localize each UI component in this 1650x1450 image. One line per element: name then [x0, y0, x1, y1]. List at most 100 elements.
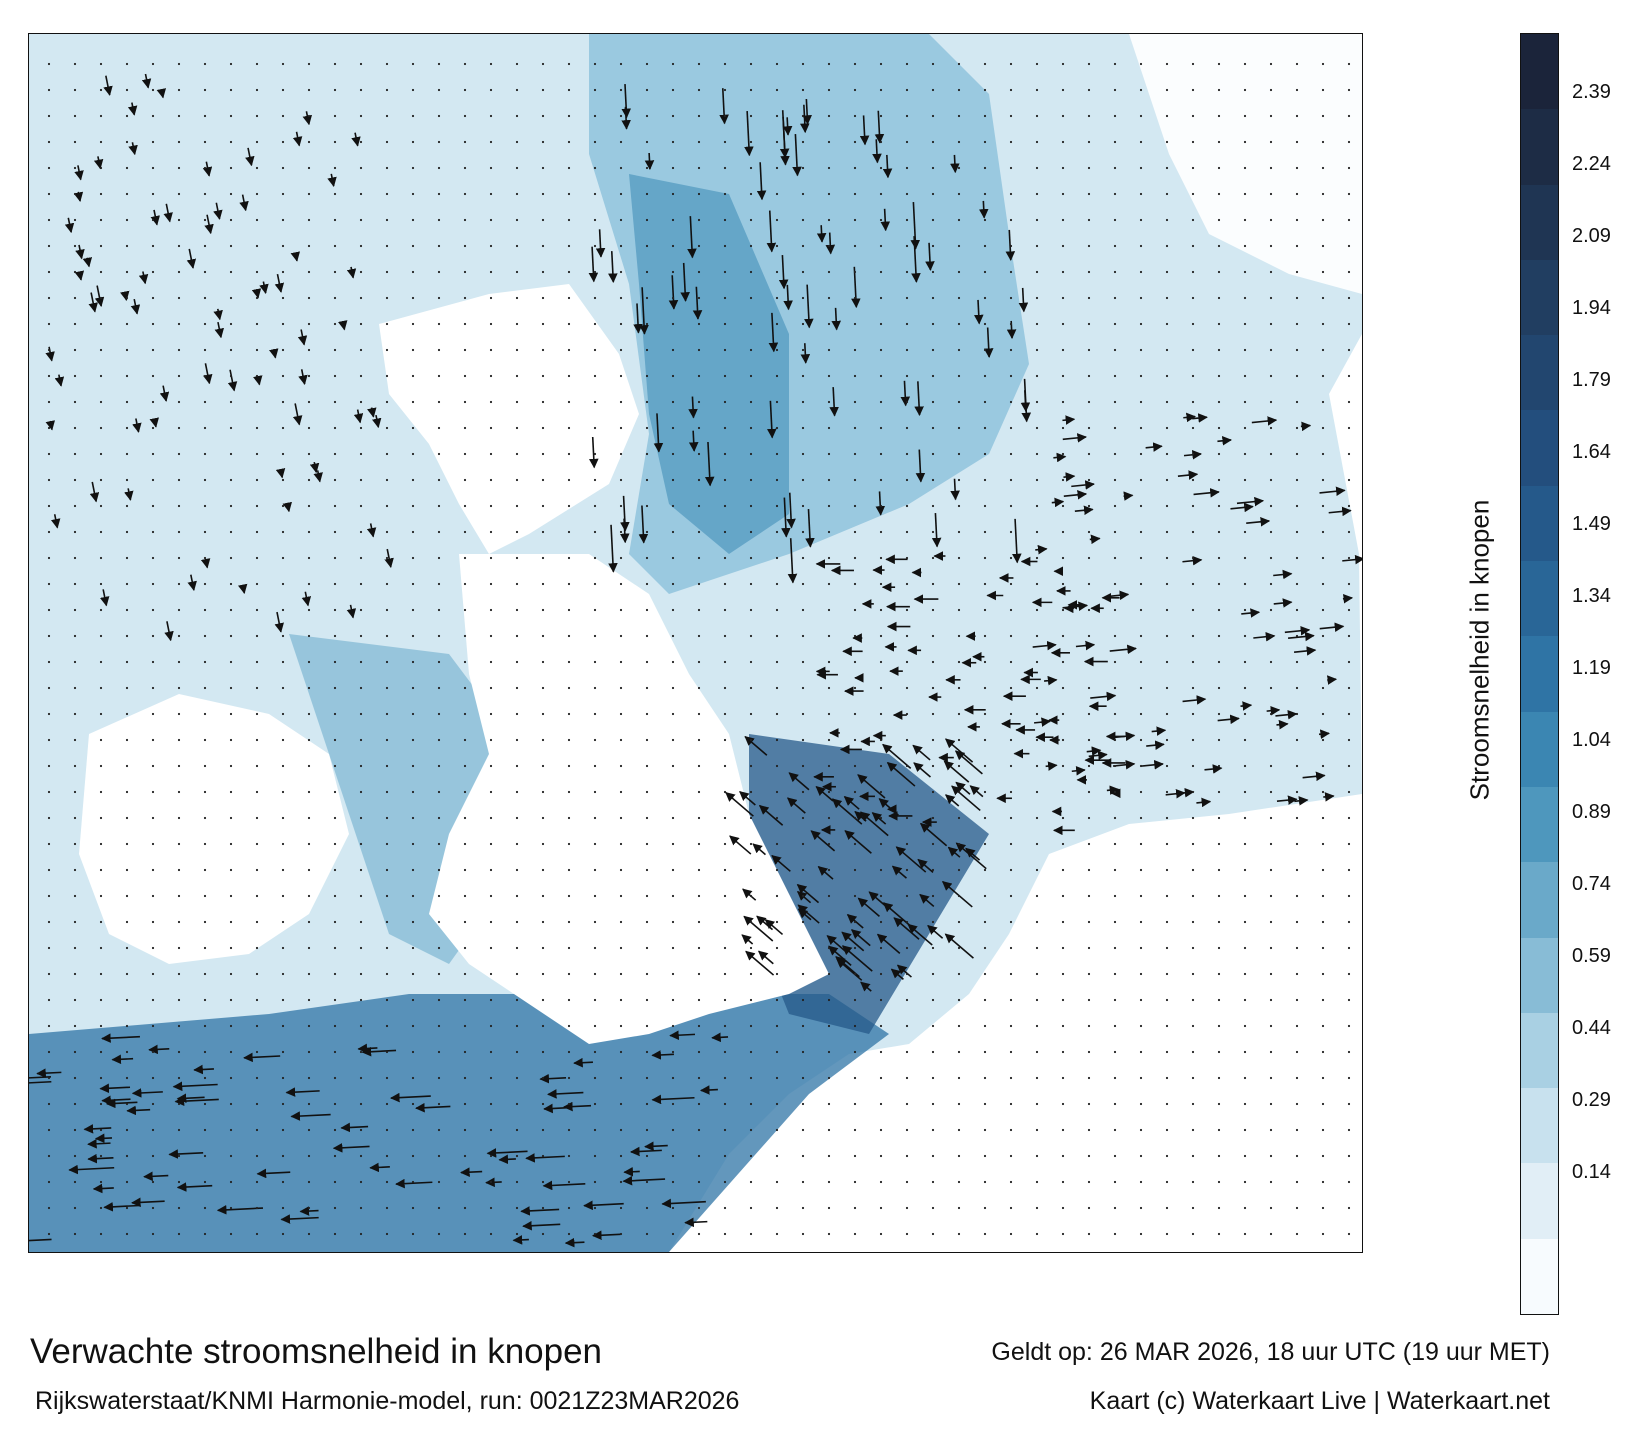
grid-dot: [931, 374, 935, 378]
current-vector: [804, 284, 814, 329]
grid-dot: [801, 452, 805, 456]
grid-dot: [645, 1102, 649, 1106]
current-speed-map[interactable]: [28, 33, 1363, 1253]
grid-dot: [801, 244, 805, 248]
grid-dot: [853, 686, 857, 690]
grid-dot: [1035, 504, 1039, 508]
grid-dot: [1009, 816, 1013, 820]
grid-dot: [697, 868, 701, 872]
current-vector: [699, 1085, 718, 1095]
grid-dot: [359, 270, 363, 274]
grid-dot: [853, 1076, 857, 1080]
grid-dot: [983, 764, 987, 768]
grid-dot: [879, 764, 883, 768]
grid-dot: [1191, 842, 1195, 846]
current-vector: [542, 1180, 586, 1191]
grid-dot: [723, 1024, 727, 1028]
grid-dot: [1295, 1232, 1299, 1236]
grid-dot: [983, 842, 987, 846]
color-band: [1521, 937, 1558, 1014]
grid-dot: [1269, 322, 1273, 326]
grid-dot: [1269, 764, 1273, 768]
grid-dot: [957, 608, 961, 612]
grid-dot: [385, 608, 389, 612]
grid-dot: [99, 1206, 103, 1210]
grid-dot: [73, 764, 77, 768]
grid-dot: [1217, 88, 1221, 92]
grid-dot: [333, 530, 337, 534]
grid-dot: [723, 452, 727, 456]
grid-dot: [1321, 634, 1325, 638]
current-vector: [245, 147, 255, 167]
grid-dot: [1113, 400, 1117, 404]
grid-dot: [541, 686, 545, 690]
grid-dot: [1139, 1050, 1143, 1054]
grid-dot: [1191, 660, 1195, 664]
grid-dot: [983, 1076, 987, 1080]
grid-dot: [827, 894, 831, 898]
grid-dot: [125, 582, 129, 586]
grid-dot: [125, 1128, 129, 1132]
grid-dot: [229, 504, 233, 508]
grid-dot: [1035, 140, 1039, 144]
current-vector: [800, 104, 810, 134]
grid-dot: [645, 972, 649, 976]
grid-dot: [1113, 868, 1117, 872]
grid-dot: [203, 868, 207, 872]
grid-dot: [99, 894, 103, 898]
grid-dot: [1217, 478, 1221, 482]
grid-dot: [645, 504, 649, 508]
grid-dot: [853, 790, 857, 794]
grid-dot: [541, 1076, 545, 1080]
grid-dot: [1087, 972, 1091, 976]
grid-dot: [1217, 608, 1221, 612]
grid-dot: [1295, 920, 1299, 924]
current-vector: [101, 1095, 131, 1106]
grid-dot: [931, 998, 935, 1002]
grid-dot: [411, 322, 415, 326]
grid-dot: [47, 1206, 51, 1210]
grid-dot: [1139, 1154, 1143, 1158]
legend-tick: 0.89: [1572, 801, 1611, 823]
grid-dot: [1165, 374, 1169, 378]
grid-dot: [983, 504, 987, 508]
grid-dot: [333, 1154, 337, 1158]
grid-dot: [853, 348, 857, 352]
grid-dot: [1061, 452, 1065, 456]
grid-dot: [1321, 946, 1325, 950]
grid-dot: [775, 1232, 779, 1236]
grid-dot: [1321, 244, 1325, 248]
grid-dot: [983, 972, 987, 976]
current-vector: [1035, 544, 1048, 555]
grid-dot: [229, 920, 233, 924]
current-vector: [817, 866, 834, 880]
grid-dot: [619, 426, 623, 430]
grid-dot: [1295, 1180, 1299, 1184]
grid-dot: [359, 1180, 363, 1184]
grid-dot: [1269, 712, 1273, 716]
grid-dot: [1347, 1076, 1351, 1080]
grid-dot: [1087, 1024, 1091, 1028]
current-vector: [781, 497, 791, 538]
grid-dot: [567, 842, 571, 846]
grid-dot: [1321, 738, 1325, 742]
grid-dot: [411, 842, 415, 846]
grid-dot: [515, 972, 519, 976]
current-vector: [1032, 640, 1057, 651]
grid-dot: [1217, 166, 1221, 170]
grid-dot: [619, 816, 623, 820]
grid-dot: [1009, 530, 1013, 534]
grid-dot: [47, 62, 51, 66]
grid-dot: [1035, 608, 1039, 612]
grid-dot: [1009, 972, 1013, 976]
grid-dot: [151, 452, 155, 456]
grid-dot: [1087, 62, 1091, 66]
current-vector: [1300, 421, 1312, 432]
legend-tick: 0.29: [1572, 1089, 1611, 1111]
grid-dot: [333, 1206, 337, 1210]
grid-dot: [567, 998, 571, 1002]
grid-dot: [1113, 244, 1117, 248]
current-vector: [512, 1235, 529, 1245]
grid-dot: [385, 1206, 389, 1210]
grid-dot: [1009, 1050, 1013, 1054]
